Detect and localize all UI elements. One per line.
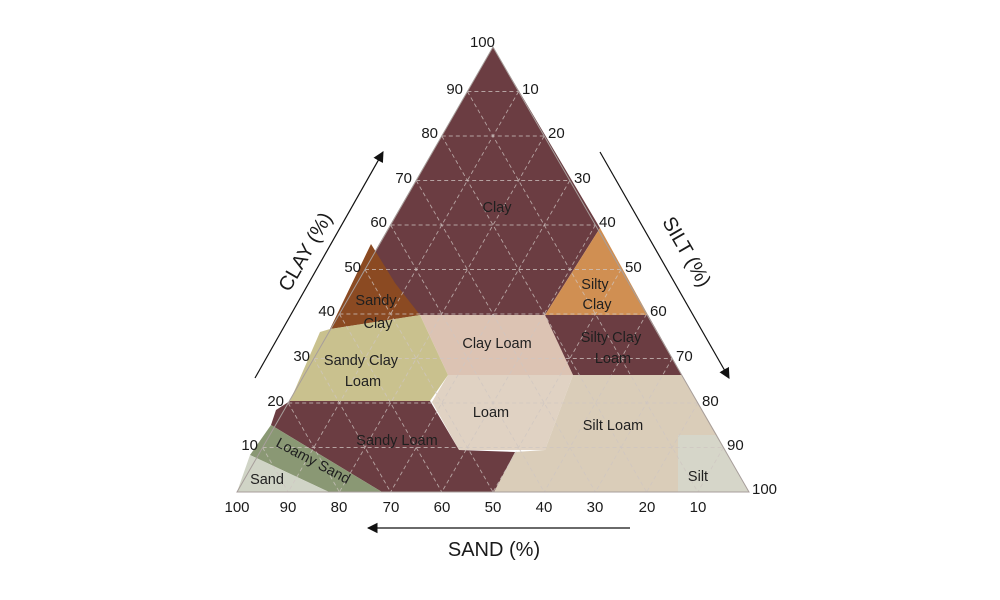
silt-tick-70: 70	[676, 348, 693, 365]
texture-regions	[237, 47, 749, 492]
gridline-sand	[390, 180, 571, 493]
region-clay	[330, 47, 600, 329]
label-clay: Clay	[482, 200, 512, 216]
silt-tick-40: 40	[599, 214, 616, 231]
gridline-silt	[339, 313, 443, 493]
gridline-silt	[441, 135, 647, 493]
sand-axis-ticks: 100 90 80 70 60 50 40 30 20 10	[224, 499, 706, 516]
clay-tick-30: 30	[293, 348, 310, 365]
label-silt-loam: Silt Loam	[583, 418, 643, 434]
clay-tick-40: 40	[318, 303, 335, 320]
sand-tick-30: 30	[587, 499, 604, 516]
region-loam	[432, 375, 573, 450]
silt-tick-10: 10	[522, 81, 539, 98]
clay-tick-20: 20	[267, 393, 284, 410]
gridline-silt	[313, 358, 391, 493]
gridline-sand	[543, 313, 647, 493]
clay-tick-80: 80	[421, 125, 438, 142]
label-sandy-clay-loam: Sandy Clay Loam	[324, 353, 402, 390]
label-sandy-loam: Sandy Loam	[356, 433, 437, 449]
silt-tick-90: 90	[727, 437, 744, 454]
sand-tick-70: 70	[383, 499, 400, 516]
region-loamy-sand	[250, 425, 382, 492]
label-sand: Sand	[250, 472, 284, 488]
silt-tick-50: 50	[625, 259, 642, 276]
clay-tick-50: 50	[344, 259, 361, 276]
label-sandy-clay: Sandy Clay	[355, 293, 400, 332]
silt-axis-arrow	[599, 151, 730, 379]
gridline-silt	[415, 180, 596, 493]
clay-axis-title: CLAY (%)	[275, 209, 338, 295]
silt-tick-80: 80	[702, 393, 719, 410]
gridline-sand	[287, 91, 519, 493]
silt-axis-ticks: 10 20 30 40 50 60 70 80 90 100	[522, 81, 777, 498]
gridline-silt	[364, 269, 494, 493]
sand-tick-60: 60	[434, 499, 451, 516]
region-silty-clay-loam	[545, 315, 682, 375]
label-loam: Loam	[473, 405, 509, 421]
silt-tick-30: 30	[574, 170, 591, 187]
region-sand	[237, 455, 329, 492]
label-silty-clay-loam: Silty Clay Loam	[581, 330, 645, 367]
region-silt-loam	[494, 375, 717, 492]
triangle-outline	[236, 45, 750, 493]
gridline-sand	[339, 135, 545, 493]
region-sandy-clay-loam	[290, 315, 448, 401]
clay-axis-ticks: 10 20 30 40 50 60 70 80 90 100	[241, 34, 495, 454]
clay-tick-10: 10	[241, 437, 258, 454]
gridline-sand	[697, 447, 724, 493]
gridline-silt	[262, 447, 289, 493]
triangle-gridlines	[262, 91, 724, 493]
sand-tick-80: 80	[331, 499, 348, 516]
sand-tick-100: 100	[224, 499, 249, 516]
clay-tick-90: 90	[446, 81, 463, 98]
sand-tick-40: 40	[536, 499, 553, 516]
sand-tick-20: 20	[639, 499, 656, 516]
label-silty-clay: Silty Clay	[581, 277, 612, 313]
gridline-sand	[646, 402, 699, 493]
clay-tick-100: 100	[470, 34, 495, 51]
gridline-silt	[287, 402, 340, 493]
region-sandy-clay	[330, 244, 420, 329]
silt-tick-20: 20	[548, 125, 565, 142]
silt-axis-title: SILT (%)	[657, 213, 715, 291]
clay-axis-arrow	[254, 151, 384, 379]
sand-axis-title: SAND (%)	[448, 539, 540, 561]
gridline-silt	[467, 91, 699, 493]
silt-tick-100: 100	[752, 481, 777, 498]
sand-tick-50: 50	[485, 499, 502, 516]
region-silty-clay	[545, 228, 648, 315]
region-silt	[678, 435, 749, 492]
sand-tick-10: 10	[690, 499, 707, 516]
clay-tick-60: 60	[370, 214, 387, 231]
label-silt: Silt	[688, 469, 708, 485]
gridline-sand	[595, 358, 673, 493]
clay-tick-70: 70	[395, 170, 412, 187]
sand-tick-90: 90	[280, 499, 297, 516]
region-sandy-loam	[271, 401, 515, 492]
silt-tick-60: 60	[650, 303, 667, 320]
label-clay-loam: Clay Loam	[462, 336, 531, 352]
gridline-sand	[492, 269, 622, 493]
